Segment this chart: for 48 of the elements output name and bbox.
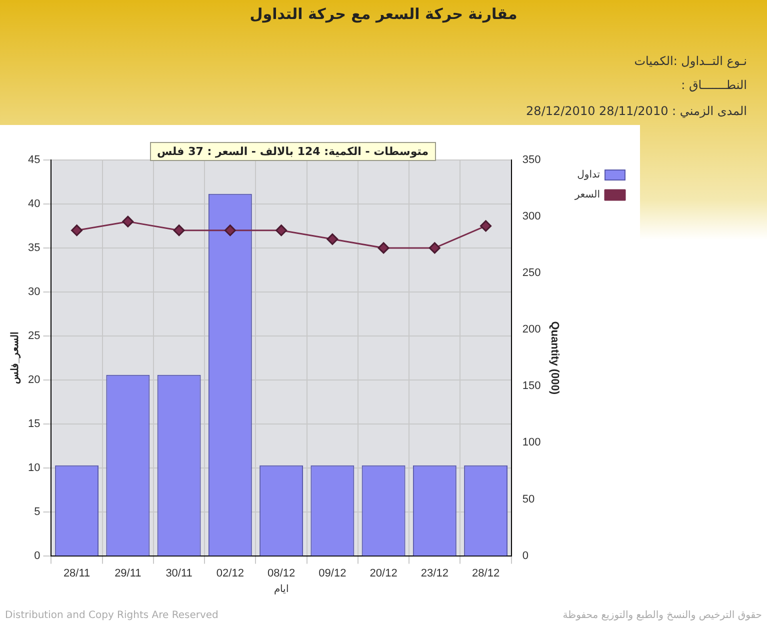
y2-tick-label: 100 [522,436,541,449]
y-tick-label: 5 [34,506,40,518]
y-tick-label: 40 [28,198,40,210]
point [480,220,492,232]
x-tick-label: 30/11 [166,567,192,580]
y-tick-label: 30 [28,286,40,298]
y2-tick-label: 150 [522,380,541,392]
chart-title: مقارنة حركة السعر مع حركة التداول [248,5,518,23]
x-tick-label: 09/12 [318,567,346,580]
y2-tick-label: 200 [522,324,541,336]
x-tick-label: 28/11 [63,567,90,580]
y-tick-label: 0 [34,550,40,562]
x-tick-label: 28/12 [472,567,500,580]
point [326,233,338,245]
point [378,242,390,254]
text: نـوع التــداول :الكميات [634,54,747,68]
text: حقوق الترخيص والنسخ والطبع والتوزيع محفوظة [562,610,762,621]
x-tick-label: 08/12 [268,567,296,580]
x-tick-label: 23/12 [420,567,448,580]
y2-tick-label: 300 [522,210,541,223]
y-axis-title: السعر_فلس [10,332,21,384]
y-tick-label: 10 [28,462,40,474]
point [224,224,236,236]
text: متوسطات - الكمية: 124 بالالف - السعر : 37 فلس [150,142,436,161]
y-tick-label: 45 [28,154,40,166]
x-axis-title: ايام [274,584,289,595]
y-tick-label: 25 [28,330,40,342]
point [276,224,288,236]
text: المدى الزمني : 28/11/2010 28/12/2010 [526,104,747,118]
point [428,242,440,254]
y2-tick-label: 50 [522,493,535,506]
y2-tick-label: 250 [522,267,541,280]
text: النطـــــــاق : [681,78,747,92]
y2-axis-title: Quantity (000) [548,321,560,395]
y-tick-label: 15 [28,418,40,430]
x-tick-label: 20/12 [370,567,398,580]
point [71,224,83,236]
x-tick-label: 29/11 [114,567,142,580]
text: Distribution and Copy Rights Are Reserved [5,610,218,621]
y-tick-label: 20 [28,374,40,386]
y2-tick-label: 350 [522,154,541,166]
legend-label: تداول [577,170,600,181]
y-tick-label: 35 [28,242,40,254]
point [173,224,185,236]
x-tick-label: 02/12 [216,567,244,580]
y2-tick-label: 0 [522,550,528,562]
point [122,216,134,228]
legend-label: السعر [574,190,600,201]
